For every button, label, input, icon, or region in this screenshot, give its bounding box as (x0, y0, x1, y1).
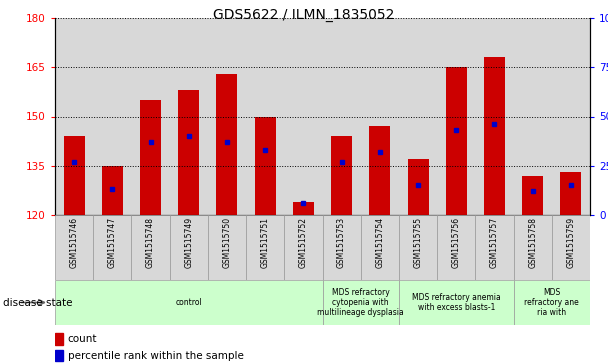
Bar (64, 136, 85, 215)
Text: GSM1515750: GSM1515750 (223, 217, 232, 268)
Bar (407, 159, 429, 215)
Text: MDS refractory
cytopenia with
multilineage dysplasia: MDS refractory cytopenia with multilinea… (317, 287, 404, 317)
Text: GSM1515752: GSM1515752 (299, 217, 308, 268)
Bar (399, 215, 437, 280)
Text: GSM1515757: GSM1515757 (490, 217, 499, 268)
Bar (55, 18, 93, 215)
Bar (399, 280, 514, 325)
Text: GSM1515751: GSM1515751 (261, 217, 270, 268)
Bar (131, 18, 170, 215)
Bar (255, 117, 275, 215)
Bar (246, 18, 285, 215)
Text: GSM1515747: GSM1515747 (108, 217, 117, 268)
Bar (285, 18, 322, 215)
Bar (216, 74, 238, 215)
Bar (140, 100, 161, 215)
Bar (514, 18, 552, 215)
Text: disease state: disease state (3, 298, 72, 307)
Bar (102, 166, 123, 215)
Text: percentile rank within the sample: percentile rank within the sample (68, 351, 244, 361)
Bar (170, 215, 208, 280)
Text: GSM1515755: GSM1515755 (413, 217, 423, 268)
Text: control: control (175, 298, 202, 307)
Bar (55, 215, 93, 280)
Bar (55, 350, 63, 361)
Bar (437, 215, 475, 280)
Bar (322, 280, 399, 325)
Bar (369, 126, 390, 215)
Text: GSM1515753: GSM1515753 (337, 217, 346, 268)
Text: GSM1515758: GSM1515758 (528, 217, 537, 268)
Bar (322, 215, 361, 280)
Bar (293, 202, 314, 215)
Bar (55, 280, 322, 325)
Bar (361, 215, 399, 280)
Bar (552, 215, 590, 280)
Bar (178, 90, 199, 215)
Bar (93, 18, 131, 215)
Text: GSM1515748: GSM1515748 (146, 217, 155, 268)
Text: GSM1515756: GSM1515756 (452, 217, 461, 268)
Bar (208, 18, 246, 215)
Bar (399, 18, 437, 215)
Bar (561, 172, 581, 215)
Text: GDS5622 / ILMN_1835052: GDS5622 / ILMN_1835052 (213, 8, 395, 22)
Text: MDS refractory anemia
with excess blasts-1: MDS refractory anemia with excess blasts… (412, 293, 500, 312)
Text: GSM1515746: GSM1515746 (69, 217, 78, 268)
Text: MDS
refractory ane
ria with: MDS refractory ane ria with (525, 287, 579, 317)
Bar (285, 215, 322, 280)
Text: GSM1515749: GSM1515749 (184, 217, 193, 268)
Bar (514, 280, 590, 325)
Bar (361, 18, 399, 215)
Bar (484, 57, 505, 215)
Bar (131, 215, 170, 280)
Bar (514, 215, 552, 280)
Bar (208, 215, 246, 280)
Text: GSM1515754: GSM1515754 (375, 217, 384, 268)
Bar (446, 67, 467, 215)
Bar (475, 215, 514, 280)
Text: count: count (68, 334, 97, 344)
Bar (246, 215, 285, 280)
Bar (93, 215, 131, 280)
Bar (437, 18, 475, 215)
Bar (331, 136, 352, 215)
Bar (322, 18, 361, 215)
Bar (552, 18, 590, 215)
Bar (55, 333, 63, 345)
Bar (170, 18, 208, 215)
Bar (475, 18, 514, 215)
Bar (522, 176, 543, 215)
Text: GSM1515759: GSM1515759 (567, 217, 575, 268)
